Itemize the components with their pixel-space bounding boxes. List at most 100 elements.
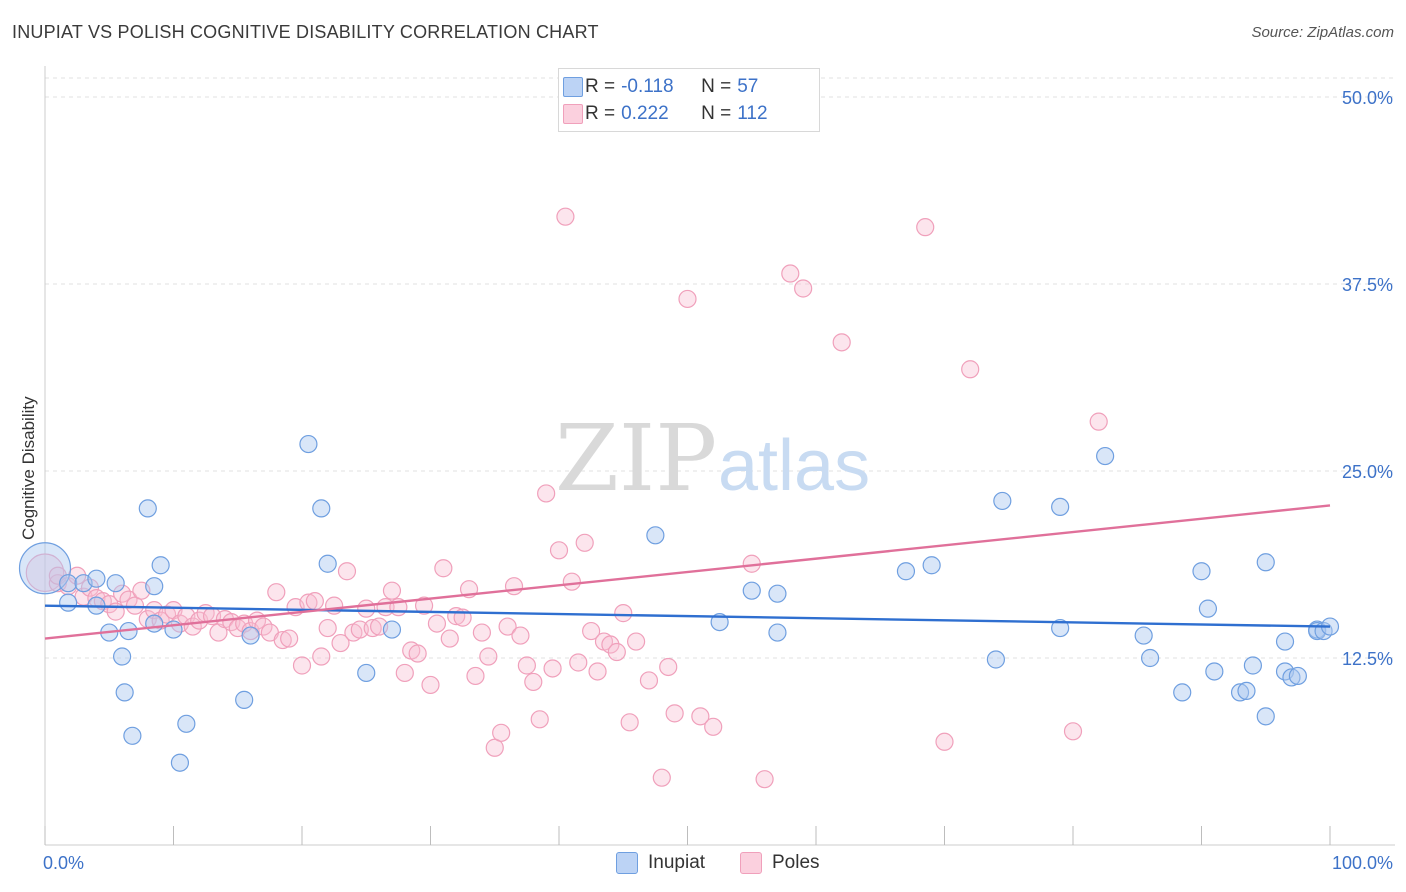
poles-point (916, 218, 935, 237)
inupiat-point (87, 569, 106, 588)
poles-point (607, 642, 626, 662)
poles-point (427, 614, 447, 633)
inupiat-point (299, 434, 318, 454)
inupiat-point (18, 542, 72, 595)
poles-point (614, 604, 633, 623)
poles-point (25, 553, 65, 593)
inupiat-legend-swatch (616, 852, 638, 874)
inupiat-point (1134, 626, 1153, 645)
inupiat-point (59, 574, 78, 593)
inupiat-point (235, 690, 254, 709)
n-label: N = (701, 103, 732, 124)
poles-point (652, 768, 671, 787)
inupiat-point (1230, 683, 1250, 702)
poles-point (556, 207, 575, 226)
inupiat-point (1140, 648, 1160, 668)
poles-trend-line (44, 504, 1331, 640)
inupiat-point (993, 491, 1012, 511)
poles-point (511, 626, 530, 645)
poles-point (755, 770, 774, 789)
inupiat-point (115, 683, 134, 702)
poles-points (25, 207, 1108, 789)
chart-title: INUPIAT VS POLISH COGNITIVE DISABILITY C… (12, 22, 599, 42)
inupiat-point (1237, 681, 1256, 701)
poles-point (312, 647, 331, 666)
poles-point (267, 583, 286, 602)
poles-point (440, 629, 459, 648)
y-tick-label: 50.0% (1342, 88, 1393, 108)
inupiat-point (145, 614, 164, 633)
poles-point (601, 635, 620, 654)
inupiat-point (1243, 656, 1263, 675)
inupiat-point (312, 499, 331, 518)
y-axis-title: Cognitive Disability (19, 396, 38, 540)
poles-point (524, 672, 543, 692)
inupiat-point (1051, 497, 1070, 517)
poles-point (562, 572, 581, 591)
x-tick-label-max: 100.0% (1332, 853, 1393, 873)
trend-lines (44, 504, 1331, 640)
poles-point (125, 596, 145, 615)
inupiat-point (138, 499, 157, 518)
inupiat-point (922, 556, 941, 575)
poles-point (543, 659, 562, 678)
y-tick-label: 25.0% (1342, 462, 1393, 482)
y-tick-label: 37.5% (1342, 275, 1393, 295)
poles-point (935, 732, 954, 751)
inupiat-point (1275, 632, 1295, 651)
poles-point (781, 264, 800, 283)
inupiat-point (123, 726, 142, 745)
inupiat-point (241, 626, 260, 645)
poles-point (1063, 722, 1083, 741)
poles-point (691, 707, 710, 726)
poles-point (382, 581, 402, 600)
legend-item-poles: Poles (740, 852, 820, 874)
poles-point (588, 662, 607, 681)
inupiat-point (1192, 562, 1211, 581)
inupiat-point (318, 554, 337, 573)
inupiat-point (768, 623, 787, 642)
poles-point (961, 360, 980, 379)
n-value: 112 (737, 103, 768, 124)
poles-point (794, 279, 813, 298)
n-label: N = (701, 76, 732, 97)
r-label: R = (585, 76, 616, 97)
x-tick-label-min: 0.0% (43, 853, 84, 873)
poles-point (517, 656, 536, 675)
legend-row-inupiat: R = -0.118 N = 57 (563, 74, 758, 100)
poles-point (492, 723, 511, 742)
poles-legend-label: Poles (772, 852, 820, 873)
poles-point (479, 647, 498, 666)
inupiat-point (357, 663, 376, 683)
poles-point (498, 617, 517, 636)
inupiat-point (1256, 707, 1275, 726)
inupiat-swatch (563, 77, 583, 97)
inupiat-point (382, 620, 402, 639)
legend-item-inupiat: Inupiat (616, 852, 705, 874)
inupiat-point (59, 593, 78, 612)
inupiat-point (112, 647, 132, 666)
inupiat-point (1173, 683, 1192, 702)
poles-point (620, 713, 639, 732)
poles-point (485, 738, 504, 757)
poles-point (273, 630, 292, 650)
inupiat-legend-label: Inupiat (648, 852, 706, 873)
inupiat-point (1096, 446, 1115, 466)
inupiat-trend-line (44, 604, 1331, 628)
poles-point (331, 633, 350, 653)
poles-point (280, 629, 299, 648)
inupiat-point (896, 562, 916, 581)
poles-point (363, 618, 382, 638)
poles-point (421, 675, 440, 695)
inupiat-point (646, 526, 665, 545)
poles-point (832, 333, 851, 352)
poles-point (569, 653, 588, 672)
tick-labels: 12.5% 25.0% 37.5% 50.0% 0.0% 100.0% (43, 88, 1393, 873)
poles-point (626, 632, 646, 651)
source-label: Source: ZipAtlas.com (1251, 24, 1394, 41)
poles-point (414, 596, 434, 615)
poles-point (704, 717, 723, 736)
inupiat-point (1051, 618, 1070, 638)
poles-point (472, 623, 491, 642)
